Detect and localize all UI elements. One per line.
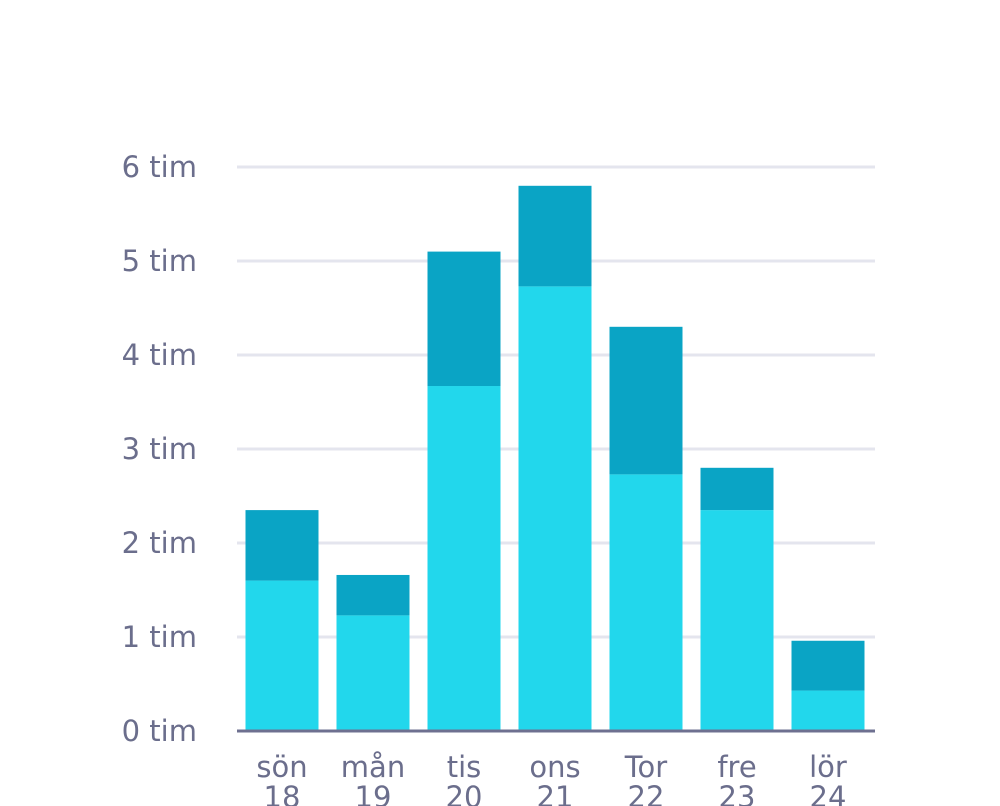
x-tick-date-label: 20	[446, 780, 483, 806]
bars	[245, 185, 865, 731]
bar-segment-1	[245, 510, 319, 581]
y-tick-label: 5 tim	[122, 244, 197, 278]
x-tick-day-label: mån	[341, 750, 405, 784]
bar-segment-0	[427, 386, 501, 731]
y-tick-label: 0 tim	[122, 714, 197, 748]
bar-segment-1	[427, 251, 501, 387]
x-tick-date-label: 23	[719, 780, 756, 806]
x-tick-day-label: lör	[809, 750, 847, 784]
y-tick-label: 2 tim	[122, 526, 197, 560]
y-tick-label: 6 tim	[122, 150, 197, 184]
bar-segment-1	[791, 640, 865, 691]
y-tick-label: 1 tim	[122, 620, 197, 654]
x-tick-date-label: 21	[537, 780, 574, 806]
y-axis-tick-labels: 0 tim 1 tim 2 tim 3 tim 4 tim 5 tim 6 tim	[122, 150, 197, 748]
x-tick-date-label: 18	[264, 780, 301, 806]
bar-segment-0	[700, 510, 774, 731]
y-tick-label: 4 tim	[122, 338, 197, 372]
x-tick-date-label: 19	[355, 780, 392, 806]
bar-segment-1	[609, 326, 683, 475]
x-tick-day-label: tis	[447, 750, 482, 784]
x-tick-date-label: 22	[628, 780, 665, 806]
x-tick-date-label: 24	[810, 780, 847, 806]
bar-segment-0	[518, 286, 592, 731]
bar-segment-0	[609, 474, 683, 731]
bar-segment-1	[518, 185, 592, 287]
bar-segment-0	[245, 580, 319, 731]
x-tick-day-label: sön	[256, 750, 307, 784]
x-tick-day-label: Tor	[624, 750, 668, 784]
bar-segment-0	[336, 615, 410, 731]
x-tick-day-label: fre	[717, 750, 756, 784]
x-tick-day-label: ons	[529, 750, 580, 784]
y-tick-label: 3 tim	[122, 432, 197, 466]
bar-segment-0	[791, 690, 865, 731]
bar-segment-1	[700, 467, 774, 511]
bar-segment-1	[336, 574, 410, 616]
